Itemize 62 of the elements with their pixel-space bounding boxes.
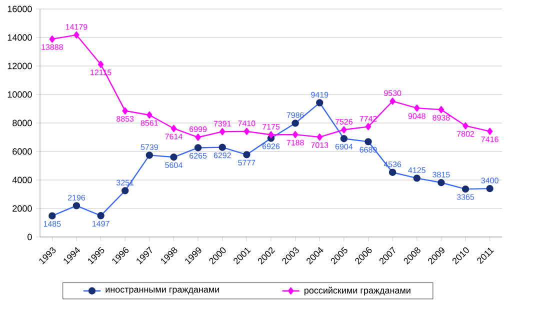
point xyxy=(341,126,347,134)
point xyxy=(292,130,298,138)
data-label: 1485 xyxy=(44,221,61,227)
y-tick-label: 16000 xyxy=(8,6,32,12)
point xyxy=(390,98,396,105)
data-label: 1497 xyxy=(92,220,110,227)
point xyxy=(486,128,493,135)
data-label: 6292 xyxy=(214,152,231,158)
point xyxy=(170,124,177,132)
data-label: 6265 xyxy=(190,152,207,159)
data-label: 8938 xyxy=(432,114,450,120)
data-label: 9419 xyxy=(311,92,328,98)
data-label: 3815 xyxy=(432,172,450,178)
point xyxy=(49,35,56,43)
point xyxy=(365,123,372,130)
data-label: 8853 xyxy=(116,116,134,122)
data-label: 7175 xyxy=(262,124,280,130)
data-label: 7391 xyxy=(214,120,231,126)
point xyxy=(244,128,250,135)
data-label: 7410 xyxy=(238,120,256,126)
point xyxy=(438,106,444,114)
data-label: 9530 xyxy=(384,90,402,96)
data-label: 7802 xyxy=(457,131,474,137)
data-label: 5777 xyxy=(238,160,256,166)
y-tick-label: 14000 xyxy=(8,34,32,41)
data-label: 8561 xyxy=(140,120,158,126)
y-tick-label: 8000 xyxy=(12,120,32,126)
legend-label: российскими гражданами xyxy=(304,286,410,296)
data-label: 7614 xyxy=(165,134,182,140)
y-tick-label: 2000 xyxy=(12,205,32,212)
point xyxy=(146,111,152,119)
data-label: 7526 xyxy=(335,118,352,125)
point xyxy=(195,134,201,141)
point xyxy=(462,122,468,130)
point xyxy=(122,107,128,114)
data-label: 4125 xyxy=(408,167,426,174)
data-label: 5604 xyxy=(165,162,182,168)
data-label: 7416 xyxy=(481,136,498,142)
data-label: 7188 xyxy=(286,140,304,146)
point xyxy=(268,131,274,138)
data-label: 7013 xyxy=(311,142,328,148)
data-label: 13888 xyxy=(42,44,63,50)
y-tick-label: 12000 xyxy=(8,62,32,70)
point xyxy=(220,128,226,136)
y-tick-label: 0 xyxy=(28,234,32,240)
data-label: 14179 xyxy=(66,24,88,30)
data-label: 3365 xyxy=(456,194,474,200)
point xyxy=(316,133,322,141)
data-label: 5739 xyxy=(140,144,158,150)
point xyxy=(414,104,420,112)
point xyxy=(98,60,104,68)
data-label: 9048 xyxy=(408,113,426,119)
y-tick-label: 10000 xyxy=(8,91,32,98)
y-tick-label: 4000 xyxy=(12,176,32,184)
data-label: 6926 xyxy=(262,144,280,150)
point xyxy=(74,31,80,39)
data-label: 6999 xyxy=(190,126,207,132)
legend-label: иностранными гражданами xyxy=(106,288,220,294)
data-label: 3400 xyxy=(481,178,498,184)
data-label: 6904 xyxy=(335,144,353,150)
y-tick-label: 6000 xyxy=(12,148,32,155)
data-label: 2196 xyxy=(68,194,86,200)
